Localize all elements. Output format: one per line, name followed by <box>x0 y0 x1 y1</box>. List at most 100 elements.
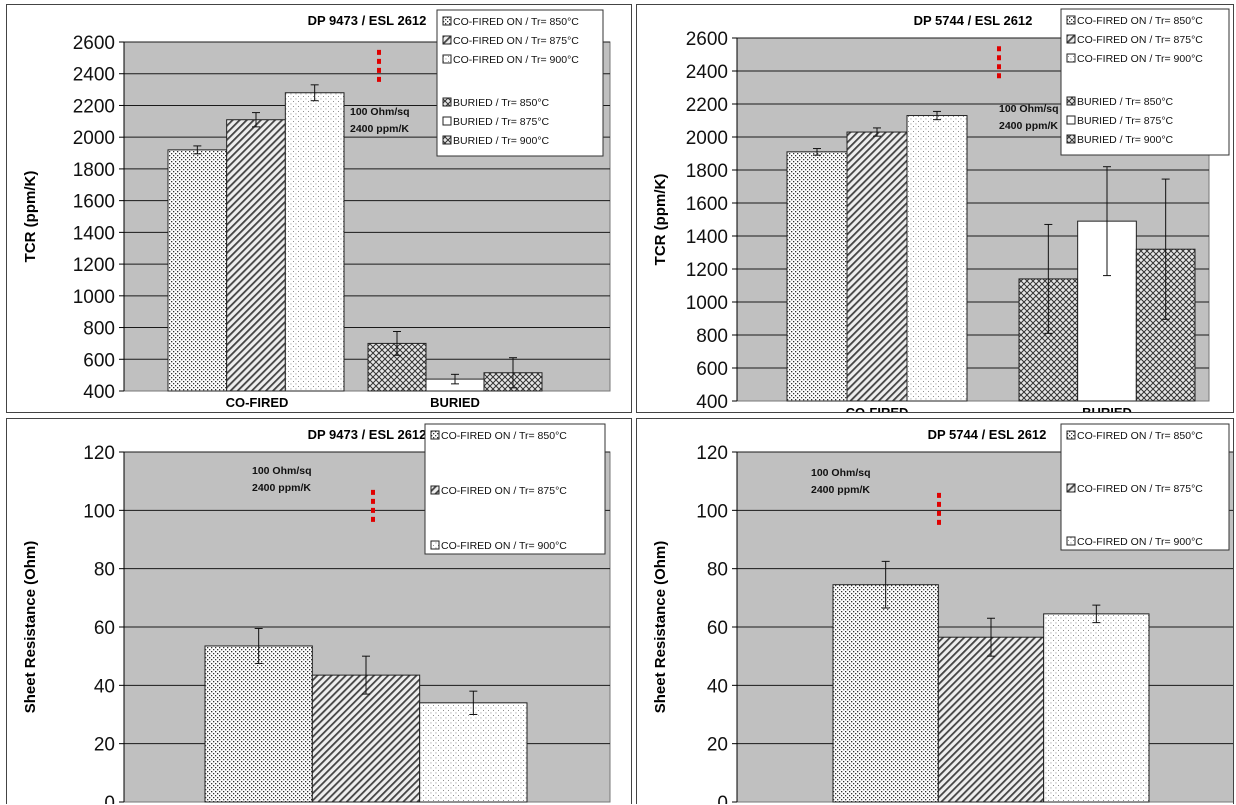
annotation-text: 2400 ppm/K <box>999 120 1058 132</box>
legend-swatch <box>1066 96 1076 106</box>
annotation: 100 Ohm/sq 2400 ppm/K <box>999 103 1059 132</box>
y-axis-label: TCR (ppm/K) <box>652 174 669 266</box>
error-bar <box>193 145 202 155</box>
error-bar <box>254 627 263 664</box>
legend-entry: CO-FIRED ON / Tr= 875°C <box>1077 34 1203 46</box>
legend-swatch <box>442 16 452 26</box>
category-label: BURIED <box>430 395 480 410</box>
bars <box>786 110 1196 402</box>
error-bar <box>1092 604 1101 624</box>
legend-swatch <box>442 54 452 64</box>
legend: CO-FIRED ON / Tr= 850°C CO-FIRED ON / Tr=… <box>424 423 606 555</box>
chart-svg: 400 600 800 1000 1200 1400 1600 1800 2000 2200 240… <box>652 8 1230 412</box>
legend-entry: BURIED / Tr= 900°C <box>453 135 550 147</box>
legend-entry: BURIED / Tr= 875°C <box>453 116 550 128</box>
error-bar <box>393 331 401 356</box>
bar <box>832 584 939 803</box>
legend-swatch <box>442 135 452 145</box>
legend-box <box>424 423 606 555</box>
annotation-text: 2400 ppm/K <box>350 123 409 135</box>
bar <box>937 636 1045 803</box>
chart-panel-resistance-dp5744: 0 20 40 60 80 100 120 DP 5744 / ESL 2612 Sheet R… <box>636 418 1234 804</box>
y-tick-label: 600 <box>696 359 728 380</box>
annotation-text: 100 Ohm/sq <box>999 103 1059 115</box>
legend-entry: CO-FIRED ON / Tr= 875°C <box>441 485 567 497</box>
y-tick-label: 1600 <box>686 194 728 215</box>
legend-entry: CO-FIRED ON / Tr= 850°C <box>1077 15 1203 27</box>
annotation-text: 100 Ohm/sq <box>252 465 312 477</box>
legend-swatch <box>1066 115 1076 125</box>
bar <box>284 92 345 392</box>
legend: CO-FIRED ON / Tr= 850°C CO-FIRED ON / Tr=… <box>436 9 604 157</box>
chart-svg: 400 600 800 1000 1200 1400 1600 1800 2000 2200 240… <box>22 9 611 410</box>
bar <box>786 151 848 402</box>
annotation-text: 100 Ohm/sq <box>811 467 871 479</box>
bar <box>226 119 286 392</box>
annotation: 100 Ohm/sq 2400 ppm/K <box>811 467 871 496</box>
y-tick-label: 60 <box>94 618 115 639</box>
legend-entry: CO-FIRED ON / Tr= 850°C <box>453 16 579 28</box>
chart-title: DP 9473 / ESL 2612 <box>308 13 427 28</box>
error-bar <box>451 373 459 385</box>
y-axis: 400 600 800 1000 1200 1400 1600 1800 2000 2200 240… <box>686 29 738 412</box>
bar <box>167 149 228 392</box>
y-tick-label: 40 <box>707 676 728 697</box>
bars <box>167 84 543 392</box>
error-bar <box>469 690 478 715</box>
error-bar <box>362 655 370 695</box>
chart-title: DP 5744 / ESL 2612 <box>914 13 1033 28</box>
y-tick-label: 1400 <box>686 227 728 248</box>
chart-title: DP 5744 / ESL 2612 <box>928 427 1047 442</box>
y-tick-label: 120 <box>696 443 728 464</box>
legend-swatch <box>442 35 452 45</box>
legend-entry: BURIED / Tr= 850°C <box>453 97 550 109</box>
annotation-text: 100 Ohm/sq <box>350 106 410 118</box>
y-tick-label: 400 <box>83 382 115 403</box>
annotation: 100 Ohm/sq 2400 ppm/K <box>252 465 312 494</box>
legend-swatch <box>442 116 452 126</box>
y-tick-label: 400 <box>696 392 728 412</box>
category-label: BURIED <box>1082 405 1132 412</box>
bar <box>311 674 421 803</box>
y-axis-label: Sheet Resistance (Ohm) <box>22 541 39 714</box>
bars <box>204 627 528 803</box>
y-tick-label: 1600 <box>73 192 115 213</box>
y-tick-label: 1200 <box>686 260 728 281</box>
y-tick-label: 1000 <box>73 287 115 308</box>
annotation-text: 2400 ppm/K <box>252 482 311 494</box>
y-tick-label: 2400 <box>73 65 115 86</box>
error-bar <box>987 617 995 657</box>
y-tick-label: 20 <box>94 735 115 756</box>
legend-swatch <box>442 97 452 107</box>
legend-entry: CO-FIRED ON / Tr= 875°C <box>1077 483 1203 495</box>
legend-swatch <box>1066 34 1076 44</box>
legend-swatch <box>1066 134 1076 144</box>
y-tick-label: 80 <box>707 560 728 581</box>
chart-title: DP 9473 / ESL 2612 <box>308 427 427 442</box>
legend-swatch <box>1066 53 1076 63</box>
bar <box>906 115 968 402</box>
legend-entry: CO-FIRED ON / Tr= 850°C <box>441 430 567 442</box>
y-axis: 400 600 800 1000 1200 1400 1600 1800 2000 2200 240… <box>73 33 125 403</box>
y-tick-label: 100 <box>83 501 115 522</box>
legend-box <box>1060 8 1230 156</box>
error-bar <box>310 84 319 102</box>
legend-swatch <box>430 540 440 550</box>
bar <box>419 702 528 803</box>
y-tick-label: 1800 <box>686 161 728 182</box>
bar <box>846 131 908 402</box>
chart-panel-resistance-dp9473: 0 20 40 60 80 100 120 DP 9473 / ESL 2612 Sheet R… <box>6 418 632 804</box>
y-tick-label: 100 <box>696 501 728 522</box>
legend-entry: CO-FIRED ON / Tr= 900°C <box>453 54 579 66</box>
error-bar <box>1161 178 1170 320</box>
y-tick-label: 120 <box>83 443 115 464</box>
y-axis-label: Sheet Resistance (Ohm) <box>652 541 669 714</box>
legend-swatch <box>1066 536 1076 546</box>
category-label: CO-FIRED <box>846 405 909 412</box>
legend-swatch <box>430 485 440 495</box>
error-bar <box>813 148 821 156</box>
legend-swatch <box>1066 15 1076 25</box>
y-tick-label: 2000 <box>73 128 115 149</box>
chart-panel-tcr-dp9473: 400 600 800 1000 1200 1400 1600 1800 2000 2200 240… <box>6 4 632 413</box>
annotation-text: 2400 ppm/K <box>811 484 870 496</box>
